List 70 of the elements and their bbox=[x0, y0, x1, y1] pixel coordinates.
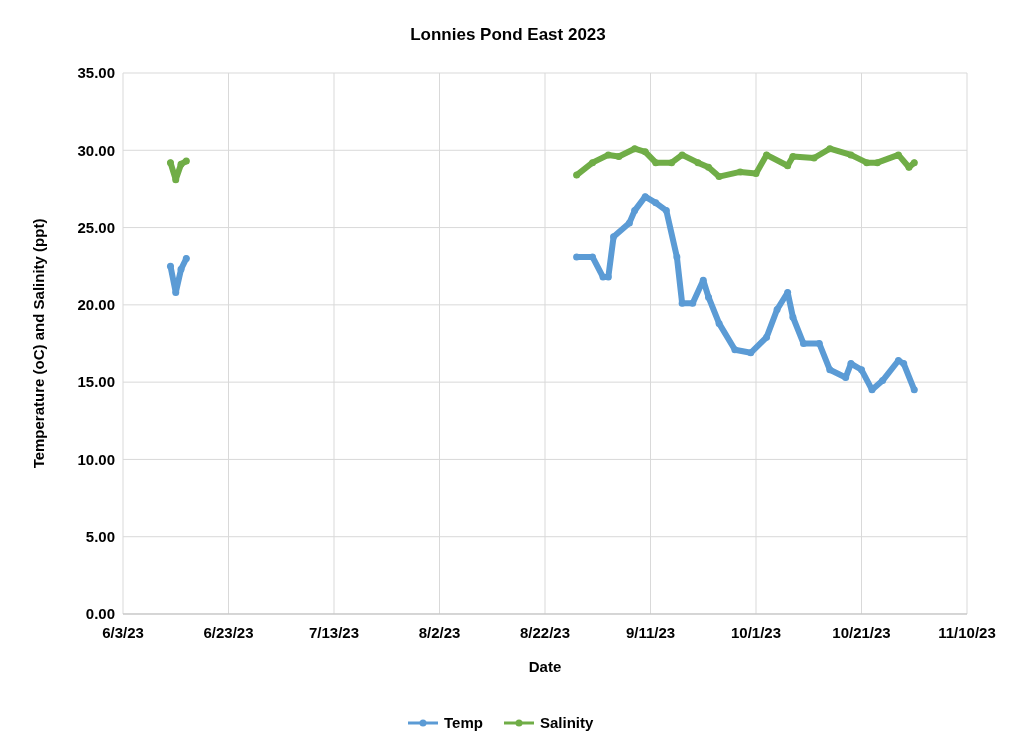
point bbox=[705, 293, 713, 301]
x-axis-title: Date bbox=[528, 658, 562, 675]
x-tick-label: 10/21/23 bbox=[832, 624, 891, 641]
point bbox=[625, 219, 633, 227]
point bbox=[705, 163, 713, 171]
point bbox=[177, 265, 185, 273]
point bbox=[736, 168, 744, 176]
point bbox=[873, 159, 881, 167]
point bbox=[694, 159, 702, 167]
point bbox=[731, 346, 739, 354]
point bbox=[588, 159, 596, 167]
x-tick-label: 7/13/23 bbox=[308, 624, 360, 641]
point bbox=[668, 159, 676, 167]
point bbox=[810, 154, 818, 162]
x-tick-label: 11/10/23 bbox=[938, 624, 996, 641]
point bbox=[631, 145, 639, 153]
point bbox=[652, 199, 660, 207]
point bbox=[847, 151, 855, 159]
point bbox=[715, 319, 723, 327]
point bbox=[604, 151, 612, 159]
point bbox=[610, 233, 618, 241]
point bbox=[689, 299, 697, 307]
point bbox=[752, 169, 760, 177]
x-tick-label: 9/11/23 bbox=[625, 624, 676, 641]
point bbox=[900, 360, 908, 368]
point bbox=[182, 254, 190, 262]
point bbox=[910, 386, 918, 394]
point bbox=[815, 340, 823, 347]
y-tick-label: 30.00 bbox=[77, 141, 115, 159]
y-tick-label: 20.00 bbox=[77, 296, 115, 314]
y-tick-label: 35.00 bbox=[77, 64, 115, 82]
y-tick-label: 10.00 bbox=[77, 450, 115, 468]
point bbox=[826, 145, 834, 153]
x-tick-label: 10/1/23 bbox=[730, 624, 782, 641]
point bbox=[678, 151, 686, 159]
point bbox=[858, 366, 865, 374]
point bbox=[631, 207, 639, 215]
point bbox=[182, 157, 190, 165]
y-tick-label: 25.00 bbox=[77, 218, 115, 236]
chart-title: Lonnies Pond East 2023 bbox=[410, 25, 606, 44]
point bbox=[166, 159, 174, 167]
point bbox=[863, 159, 871, 167]
legend-label: Temp bbox=[444, 714, 483, 732]
point bbox=[177, 160, 185, 168]
legend-label: Salinity bbox=[540, 714, 595, 732]
point bbox=[166, 262, 174, 270]
point bbox=[662, 207, 670, 215]
y-axis-title: Temperature (oC) and Salinity (ppt) bbox=[30, 218, 47, 469]
point bbox=[715, 173, 723, 181]
point bbox=[799, 340, 807, 347]
point bbox=[789, 313, 797, 321]
point bbox=[641, 148, 649, 156]
y-tick-label: 0.00 bbox=[85, 605, 115, 623]
point bbox=[763, 333, 771, 341]
point bbox=[910, 159, 918, 167]
point bbox=[747, 349, 755, 357]
point bbox=[573, 171, 581, 179]
point bbox=[826, 366, 834, 374]
x-tick-label: 6/3/23 bbox=[102, 624, 144, 641]
y-tick-label: 15.00 bbox=[77, 373, 115, 391]
point bbox=[652, 159, 660, 167]
x-tick-label: 8/22/23 bbox=[519, 624, 571, 641]
point bbox=[773, 305, 781, 313]
point bbox=[789, 152, 797, 160]
point bbox=[615, 152, 623, 160]
y-tick-label: 5.00 bbox=[85, 527, 115, 545]
point bbox=[879, 377, 887, 385]
x-tick-label: 8/2/23 bbox=[418, 624, 461, 641]
x-tick-label: 6/23/23 bbox=[203, 624, 254, 641]
point bbox=[673, 253, 681, 261]
